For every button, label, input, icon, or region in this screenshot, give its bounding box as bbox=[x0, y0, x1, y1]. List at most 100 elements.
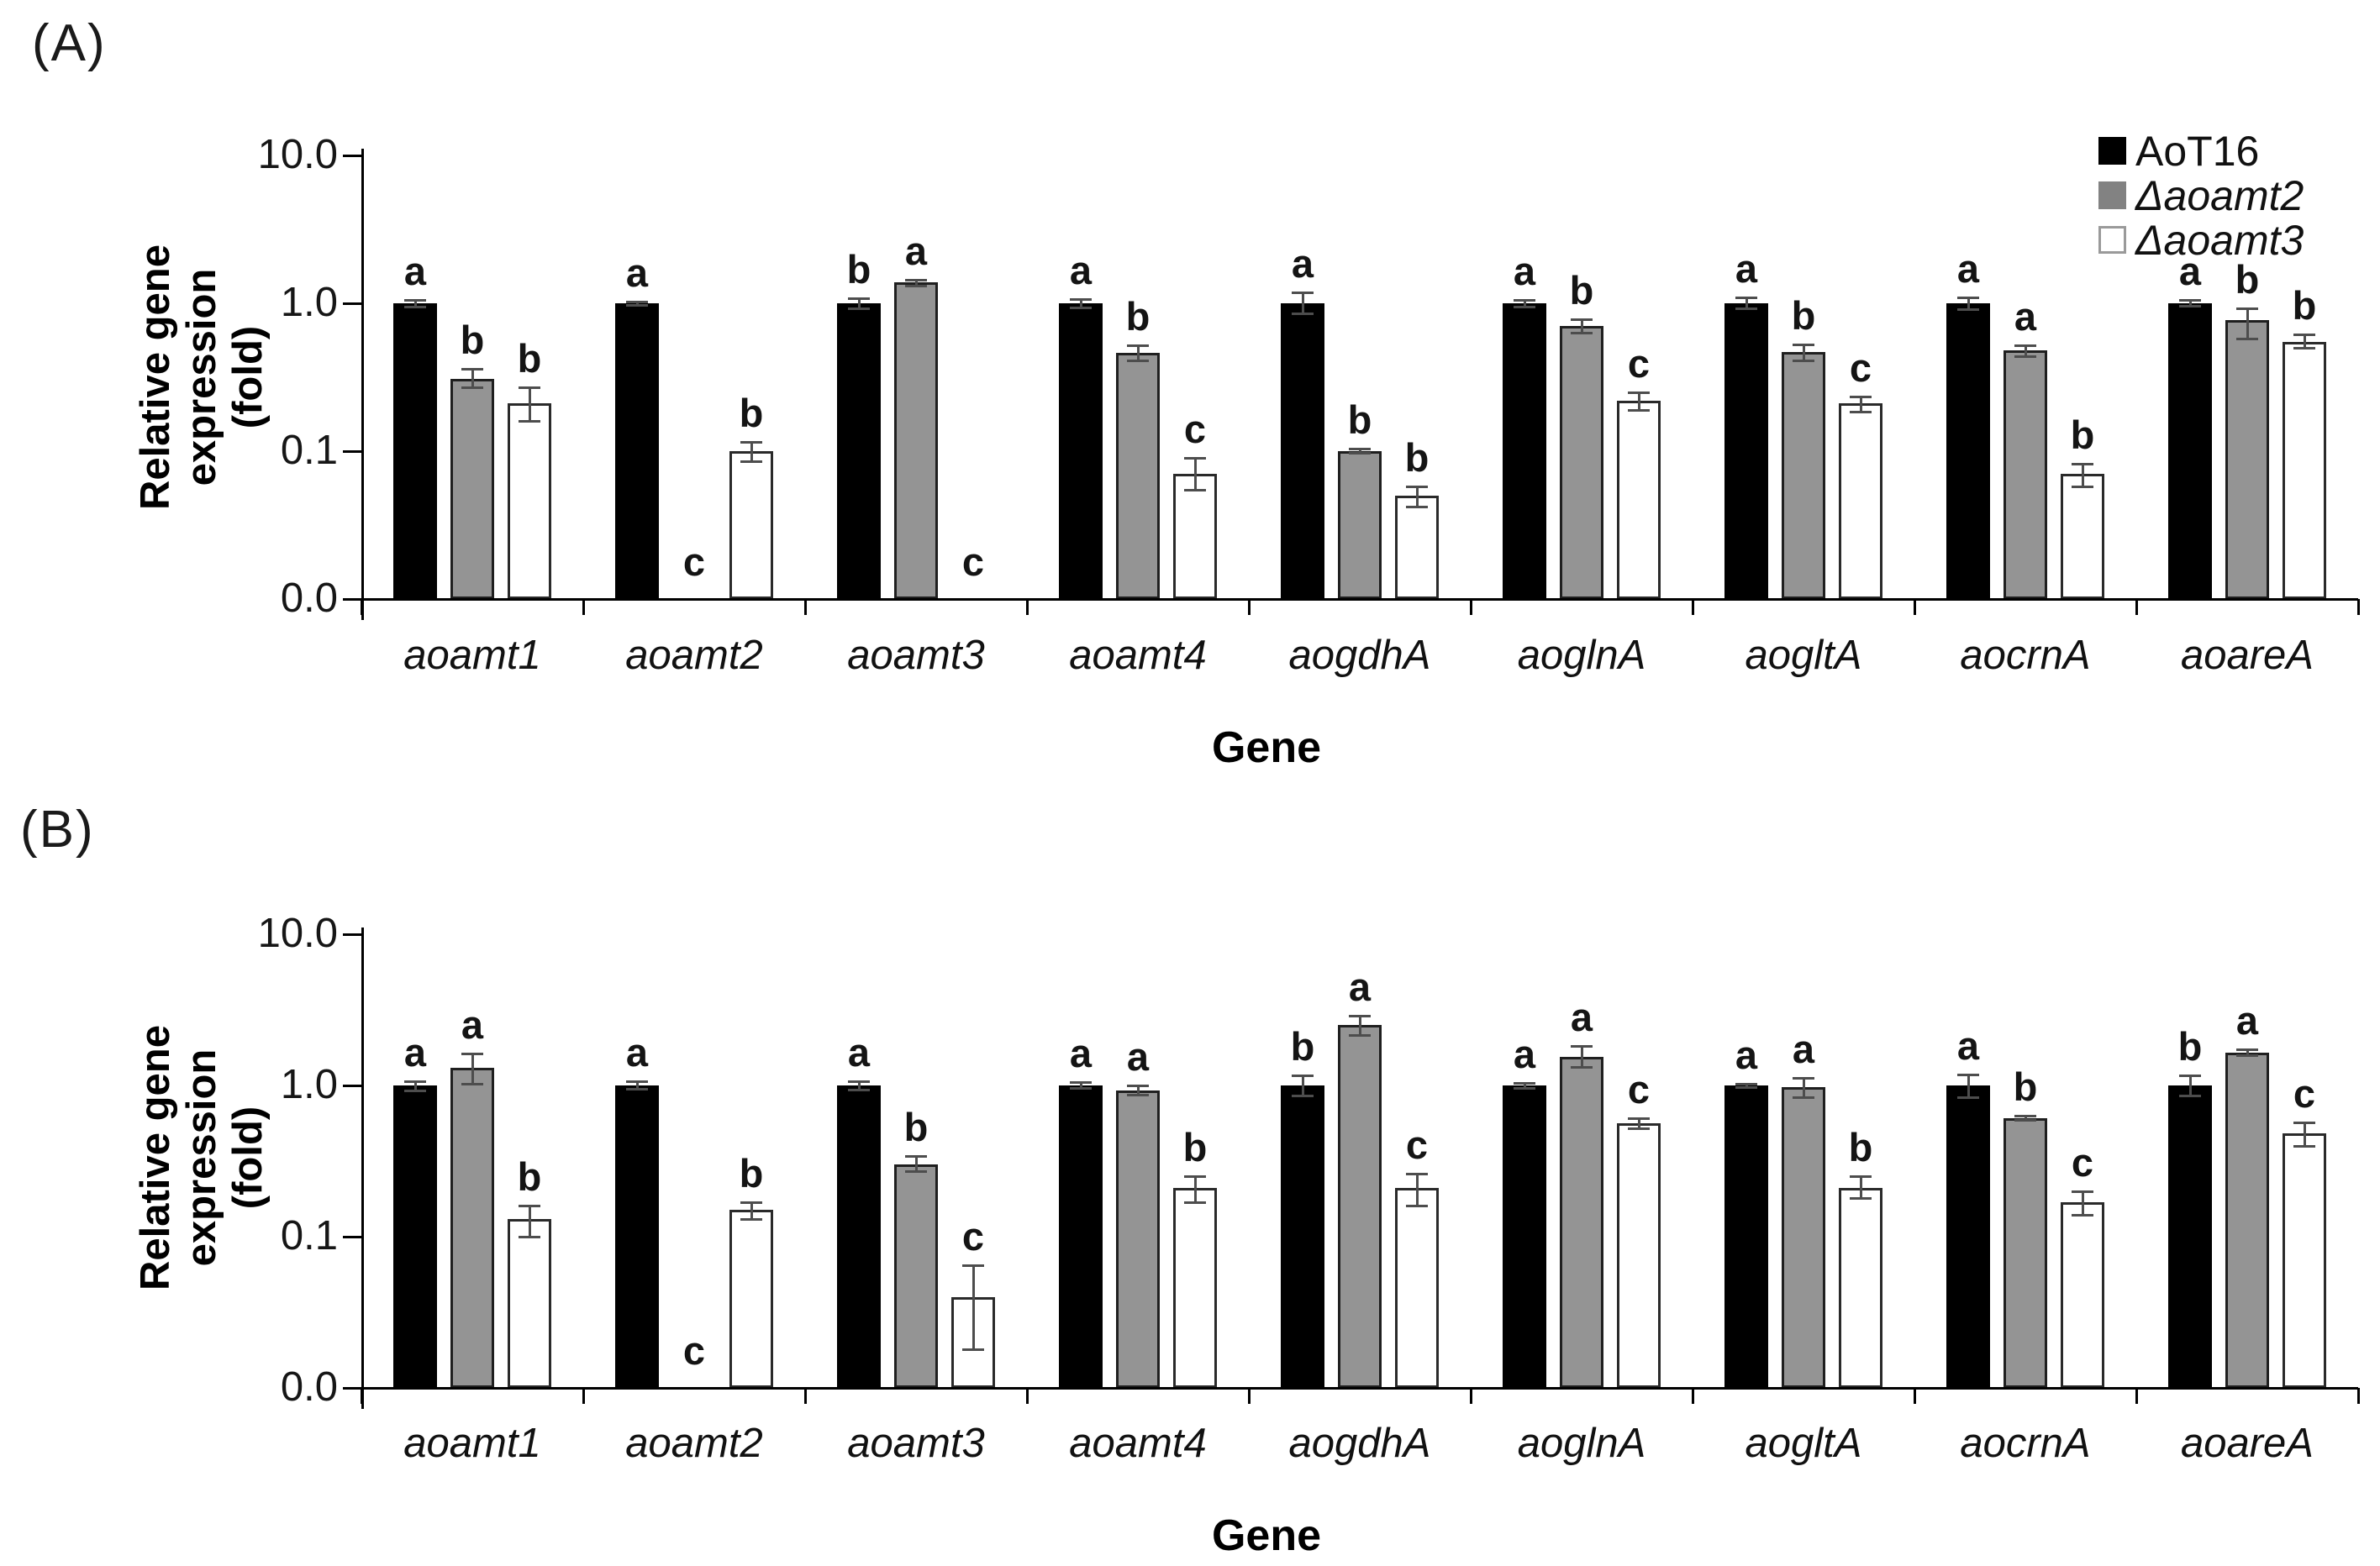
significance-letter: a bbox=[1069, 247, 1093, 292]
y-tick-mark bbox=[343, 450, 361, 453]
error-bar-cap bbox=[1793, 360, 1814, 363]
error-bar bbox=[635, 301, 639, 306]
bar-AoT16-aocrnA bbox=[1946, 1085, 1990, 1388]
error-bar-cap bbox=[740, 441, 762, 444]
error-bar-cap bbox=[2014, 344, 2036, 347]
error-bar bbox=[1193, 458, 1197, 490]
error-bar-cap bbox=[740, 1201, 762, 1204]
error-bar-cap bbox=[2072, 1190, 2093, 1193]
error-bar-cap bbox=[1292, 292, 1314, 295]
bar-Δaoamt3-aoamt2 bbox=[729, 1210, 773, 1388]
significance-letter: a bbox=[1513, 248, 1536, 293]
significance-letter: a bbox=[625, 1030, 649, 1075]
x-tick-mark bbox=[2135, 599, 2138, 615]
x-tick-mark bbox=[1026, 599, 1029, 615]
x-category-label: aoamt4 bbox=[1069, 1421, 1207, 1466]
legend-item-aoamt3: Δaoamt3 bbox=[2098, 218, 2304, 262]
significance-letter: c bbox=[1627, 340, 1651, 386]
x-tick-mark bbox=[2357, 599, 2360, 615]
error-bar bbox=[914, 1156, 918, 1172]
x-category-label: aoglnA bbox=[1517, 633, 1646, 678]
y-axis-line bbox=[361, 149, 364, 620]
error-bar bbox=[413, 1080, 417, 1090]
significance-letter: b bbox=[739, 1150, 764, 1196]
significance-letter: a bbox=[2178, 249, 2202, 294]
bar-Δaoamt3-aoamt4 bbox=[1173, 1188, 1217, 1388]
x-axis-title-a: Gene bbox=[1211, 723, 1322, 772]
significance-letter: b bbox=[517, 336, 542, 381]
significance-letter: a bbox=[403, 248, 427, 293]
error-bar bbox=[1745, 297, 1748, 309]
significance-letter: c bbox=[961, 539, 985, 584]
error-bar-cap bbox=[1571, 1065, 1593, 1069]
error-bar-cap bbox=[1850, 1197, 1872, 1201]
error-bar-cap bbox=[848, 307, 870, 310]
error-bar bbox=[1637, 392, 1640, 410]
significance-letter: c bbox=[682, 1328, 706, 1373]
error-bar-cap bbox=[1070, 306, 1092, 309]
error-bar bbox=[1637, 1117, 1640, 1129]
x-axis-line bbox=[361, 1387, 2358, 1390]
error-bar-cap bbox=[1292, 313, 1314, 316]
bar-Δaoamt2-aoamt3 bbox=[894, 1164, 938, 1388]
significance-letter: a bbox=[1956, 245, 1980, 291]
bar-Δaoamt2-aogdhA bbox=[1338, 1025, 1382, 1388]
x-tick-mark bbox=[1248, 1388, 1251, 1404]
error-bar bbox=[1136, 344, 1140, 361]
error-bar-cap bbox=[2014, 355, 2036, 358]
y-tick-mark bbox=[343, 1236, 361, 1238]
x-tick-mark bbox=[582, 1388, 585, 1404]
x-tick-mark bbox=[804, 599, 807, 615]
significance-letter: a bbox=[625, 250, 649, 295]
error-bar-cap bbox=[626, 1088, 648, 1090]
error-bar-cap bbox=[2014, 1115, 2036, 1118]
error-bar bbox=[1859, 396, 1862, 412]
error-bar bbox=[528, 1206, 531, 1237]
x-tick-mark bbox=[1692, 599, 1694, 615]
x-tick-mark bbox=[1026, 1388, 1029, 1404]
error-bar-cap bbox=[1514, 305, 1535, 308]
y-tick-mark bbox=[343, 155, 361, 157]
significance-letter: c bbox=[2071, 1139, 2094, 1185]
significance-letter: b bbox=[1848, 1125, 1873, 1170]
error-bar-cap bbox=[626, 304, 648, 307]
x-tick-mark bbox=[361, 599, 363, 615]
error-bar-cap bbox=[740, 460, 762, 464]
error-bar-cap bbox=[1957, 308, 1979, 312]
significance-letter: a bbox=[1570, 995, 1593, 1040]
significance-letter: a bbox=[1956, 1023, 1980, 1069]
error-bar-cap bbox=[461, 1082, 483, 1085]
error-bar-cap bbox=[1184, 1201, 1206, 1204]
error-bar bbox=[857, 1081, 861, 1090]
error-bar-cap bbox=[1793, 1096, 1814, 1099]
significance-letter: a bbox=[847, 1030, 871, 1075]
x-tick-mark bbox=[1914, 1388, 1916, 1404]
x-category-label: aoamt1 bbox=[403, 633, 541, 678]
significance-letter: b bbox=[1125, 293, 1151, 339]
panel-b-label: (B) bbox=[20, 801, 95, 859]
x-category-label: aogltA bbox=[1745, 633, 1862, 678]
error-bar bbox=[2246, 1049, 2249, 1056]
error-bar-cap bbox=[1349, 452, 1371, 455]
error-bar-cap bbox=[1406, 485, 1428, 488]
error-bar bbox=[635, 1081, 639, 1089]
significance-letter: b bbox=[460, 318, 485, 363]
y-tick-mark bbox=[343, 1387, 361, 1390]
error-bar bbox=[1301, 292, 1304, 314]
error-bar bbox=[1859, 1176, 1862, 1199]
error-bar bbox=[1136, 1085, 1140, 1095]
significance-letter: a bbox=[2014, 293, 2037, 339]
legend-swatch-white-icon bbox=[2098, 226, 2126, 254]
x-axis-title-b: Gene bbox=[1211, 1511, 1322, 1560]
bar-Δaoamt2-aoareA bbox=[2225, 1052, 2269, 1388]
x-tick-mark bbox=[582, 599, 585, 615]
bar-Δaoamt2-aoglnA bbox=[1560, 1056, 1603, 1388]
bar-AoT16-aoamt1 bbox=[393, 1085, 437, 1388]
error-bar bbox=[413, 299, 417, 307]
x-axis-line bbox=[361, 598, 2358, 601]
error-bar bbox=[857, 298, 861, 308]
error-bar-cap bbox=[404, 1080, 426, 1083]
error-bar-cap bbox=[2179, 1075, 2201, 1078]
error-bar bbox=[1802, 344, 1805, 361]
